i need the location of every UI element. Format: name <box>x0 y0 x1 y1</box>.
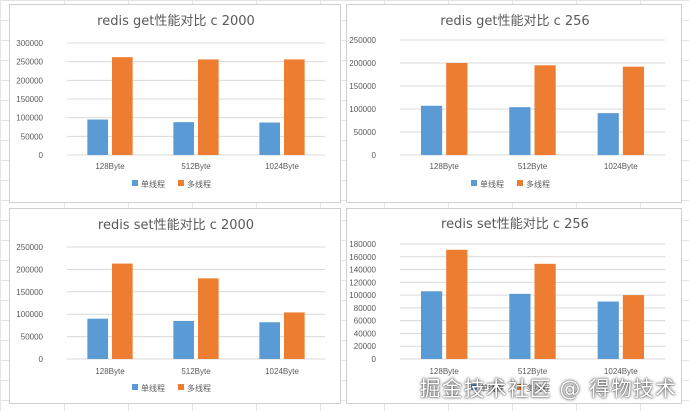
chart-get-c256: redis get性能对比 c 256 0 50000 100000 150000 200… <box>349 14 665 189</box>
bar-single-thread <box>420 105 443 155</box>
chart-panel-set-c256[interactable]: redis set性能对比 c 256 0 20000 40000 60000 80000… <box>346 208 682 404</box>
bar-multi-thread <box>446 249 468 359</box>
x-tick-label: 512Byte <box>181 367 211 376</box>
y-tick-label: 80000 <box>354 304 377 313</box>
legend-label-single: 单线程 <box>141 383 165 393</box>
legend-label-single: 单线程 <box>141 179 165 189</box>
x-tick-label: 512Byte <box>181 162 211 171</box>
y-tick-label: 200000 <box>16 265 43 274</box>
legend-label-multi: 多线程 <box>526 383 550 393</box>
bar-single-thread <box>87 318 108 359</box>
bar-single-thread <box>259 322 280 359</box>
y-tick-label: 60000 <box>354 317 377 326</box>
y-tick-label: 160000 <box>349 253 376 262</box>
bar-multi-thread <box>622 295 645 359</box>
chart-panel-get-c256[interactable]: redis get性能对比 c 256 0 50000 100000 150000 200… <box>346 4 682 203</box>
y-tick-label: 150000 <box>349 82 376 91</box>
y-tick-label: 50000 <box>21 132 44 141</box>
bar-single-thread <box>87 119 108 155</box>
y-tick-label: 200000 <box>349 59 376 68</box>
x-tick-label: 512Byte <box>518 367 548 376</box>
chart-set-c2000: redis set性能对比 c 2000 0 50000 100000 150000 20… <box>16 218 325 393</box>
x-tick-label: 1024Byte <box>604 367 638 376</box>
bar-single-thread <box>509 107 531 155</box>
y-tick-label: 40000 <box>354 329 377 338</box>
legend-label-multi: 多线程 <box>526 179 550 189</box>
legend-swatch-single <box>132 180 138 186</box>
bar-multi-thread <box>622 66 645 155</box>
y-tick-label: 200000 <box>16 76 43 85</box>
y-tick-label: 0 <box>39 355 44 364</box>
x-tick-label: 128Byte <box>95 162 125 171</box>
bar-multi-thread <box>284 59 305 155</box>
chart-panel-set-c2000[interactable]: redis set性能对比 c 2000 0 50000 100000 150000 20… <box>9 208 341 404</box>
bar-single-thread <box>420 291 443 359</box>
bar-single-thread <box>597 301 619 359</box>
y-tick-label: 150000 <box>16 95 43 104</box>
y-tick-label: 140000 <box>349 266 376 275</box>
bar-single-thread <box>259 122 280 155</box>
watermark-text: 掘金技术社区 @ 得物技术 <box>419 377 677 401</box>
y-tick-label: 100000 <box>349 105 376 114</box>
x-tick-label: 512Byte <box>518 162 548 171</box>
legend-label-multi: 多线程 <box>187 179 211 189</box>
bar-multi-thread <box>284 312 305 359</box>
x-tick-label: 1024Byte <box>265 162 299 171</box>
legend-label-multi: 多线程 <box>187 383 211 393</box>
legend-swatch-multi <box>517 180 523 186</box>
bar-single-thread <box>597 113 619 155</box>
x-tick-label: 128Byte <box>95 367 125 376</box>
y-tick-label: 300000 <box>16 39 43 48</box>
chart-title: redis set性能对比 c 256 <box>441 217 589 232</box>
legend-swatch-single <box>471 180 477 186</box>
y-tick-label: 250000 <box>16 243 43 252</box>
y-tick-label: 50000 <box>21 333 44 342</box>
y-tick-label: 50000 <box>354 128 377 137</box>
chart-panel-get-c2000[interactable]: redis get性能对比 c 2000 0 50000 100000 150000 20… <box>9 4 341 203</box>
x-tick-label: 128Byte <box>429 367 459 376</box>
legend-label-single: 单线程 <box>480 179 504 189</box>
chart-title: redis get性能对比 c 2000 <box>97 14 255 29</box>
bar-multi-thread <box>534 65 556 155</box>
chart-get-c2000: redis get性能对比 c 2000 0 50000 100000 150000 20… <box>16 14 325 189</box>
bar-single-thread <box>509 293 531 359</box>
bar-multi-thread <box>534 263 556 359</box>
y-tick-label: 0 <box>372 355 377 364</box>
bar-multi-thread <box>112 263 133 359</box>
y-tick-label: 250000 <box>16 58 43 67</box>
bar-multi-thread <box>446 63 468 155</box>
x-tick-label: 1024Byte <box>604 162 638 171</box>
y-tick-label: 20000 <box>354 342 377 351</box>
legend-swatch-single <box>471 384 477 390</box>
bar-single-thread <box>173 122 194 155</box>
legend-label-single: 单线程 <box>480 383 504 393</box>
x-tick-label: 128Byte <box>429 162 459 171</box>
y-tick-label: 100000 <box>16 310 43 319</box>
chart-set-c256: redis set性能对比 c 256 0 20000 40000 60000 80000… <box>349 217 665 393</box>
y-tick-label: 100000 <box>16 114 43 123</box>
y-tick-label: 100000 <box>349 291 376 300</box>
y-tick-label: 250000 <box>349 36 376 45</box>
bar-multi-thread <box>112 57 133 155</box>
y-tick-label: 120000 <box>349 278 376 287</box>
x-tick-label: 1024Byte <box>265 367 299 376</box>
legend-swatch-multi <box>178 384 184 390</box>
chart-title: redis get性能对比 c 256 <box>440 14 589 29</box>
bar-multi-thread <box>198 278 219 359</box>
bar-multi-thread <box>198 59 219 155</box>
bar-single-thread <box>173 320 194 359</box>
chart-title: redis set性能对比 c 2000 <box>98 218 254 233</box>
legend-swatch-multi <box>517 384 523 390</box>
y-tick-label: 180000 <box>349 240 376 249</box>
y-tick-label: 0 <box>372 151 377 160</box>
legend-swatch-single <box>132 384 138 390</box>
y-tick-label: 0 <box>39 151 44 160</box>
legend-swatch-multi <box>178 180 184 186</box>
y-tick-label: 150000 <box>16 288 43 297</box>
